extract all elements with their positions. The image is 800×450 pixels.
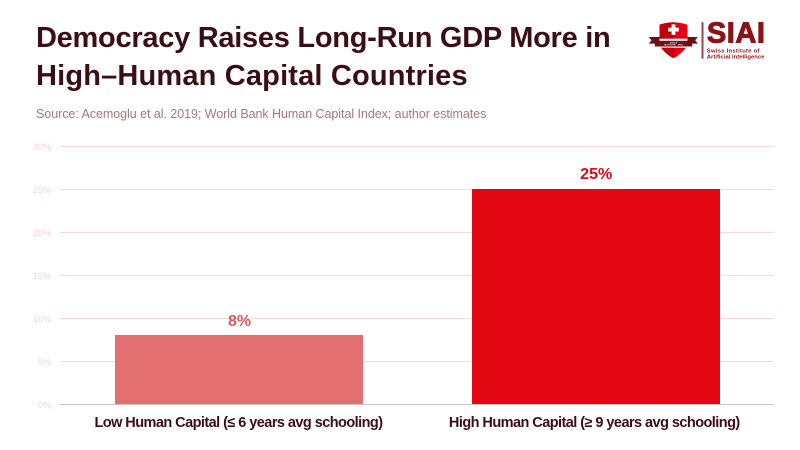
svg-text:Swiss Institute of: Swiss Institute of [707, 49, 760, 55]
svg-text:SIAI: SIAI [707, 18, 766, 50]
svg-text:INSTITUTE · 1984: INSTITUTE · 1984 [664, 44, 684, 47]
svg-text:Artificial Intelligence: Artificial Intelligence [707, 55, 765, 61]
svg-text:SWISS: SWISS [670, 42, 678, 44]
